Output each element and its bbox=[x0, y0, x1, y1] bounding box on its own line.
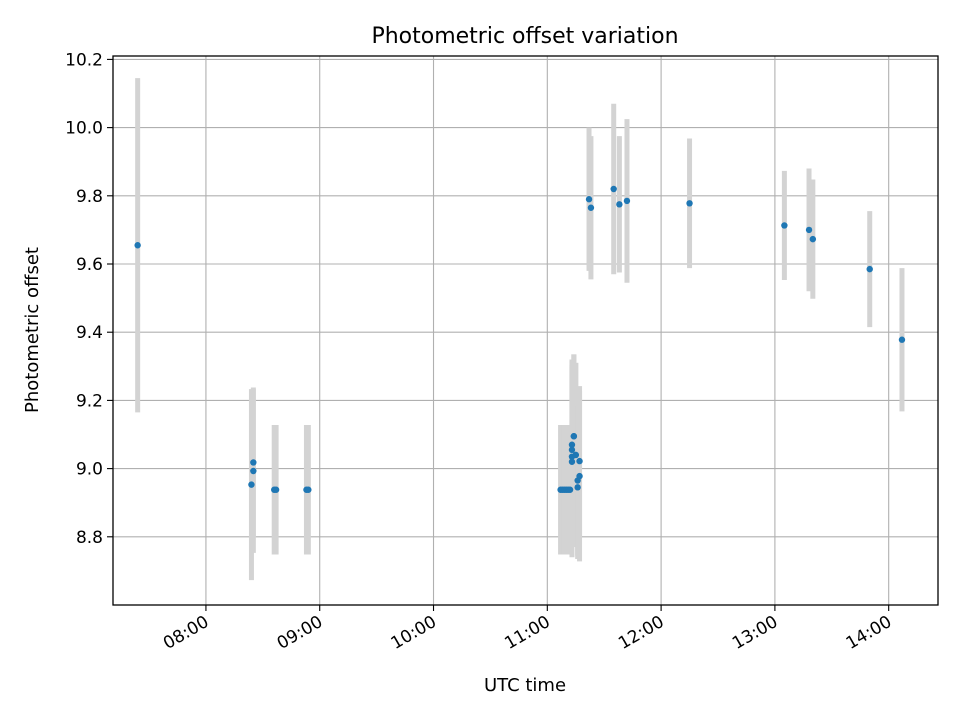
y-tick-label: 9.2 bbox=[76, 391, 103, 411]
data-points bbox=[134, 185, 906, 493]
data-point bbox=[616, 201, 623, 208]
data-point bbox=[781, 222, 788, 229]
data-point bbox=[866, 265, 873, 273]
data-point bbox=[587, 204, 595, 211]
data-point bbox=[576, 457, 583, 465]
chart-title: Photometric offset variation bbox=[371, 24, 678, 49]
data-point bbox=[248, 481, 255, 488]
data-point bbox=[686, 200, 693, 207]
plot-area bbox=[113, 56, 938, 605]
data-point bbox=[898, 336, 906, 343]
y-axis-label: Photometric offset bbox=[22, 247, 43, 413]
data-point bbox=[134, 242, 141, 249]
data-point bbox=[568, 458, 576, 465]
data-point bbox=[572, 451, 579, 459]
data-point bbox=[568, 441, 576, 448]
x-axis-label: UTC time bbox=[484, 675, 566, 696]
data-point bbox=[566, 486, 574, 493]
y-tick-label: 8.8 bbox=[76, 528, 103, 548]
data-point bbox=[305, 486, 312, 493]
y-tick-label: 9.4 bbox=[76, 323, 103, 343]
y-tick-label: 9.6 bbox=[76, 255, 103, 275]
data-point bbox=[568, 446, 576, 454]
y-axis: 8.8 9.0 9.2 9.4 9.6 9.8 10.0 10.2 bbox=[65, 50, 113, 548]
plot-frame bbox=[112, 55, 939, 606]
y-tick-label: 10.0 bbox=[65, 119, 103, 139]
data-point bbox=[574, 484, 581, 491]
data-point bbox=[809, 235, 817, 243]
y-tick-label: 9.8 bbox=[76, 187, 103, 207]
data-point bbox=[272, 486, 280, 493]
data-point bbox=[610, 185, 617, 193]
data-point bbox=[805, 226, 813, 234]
y-tick-label: 10.2 bbox=[65, 50, 103, 70]
data-point bbox=[250, 459, 257, 466]
data-point bbox=[623, 197, 631, 205]
data-point bbox=[570, 433, 578, 440]
data-point bbox=[250, 467, 257, 475]
data-point bbox=[585, 196, 593, 203]
y-tick-label: 9.0 bbox=[76, 460, 103, 480]
data-point bbox=[576, 472, 583, 480]
